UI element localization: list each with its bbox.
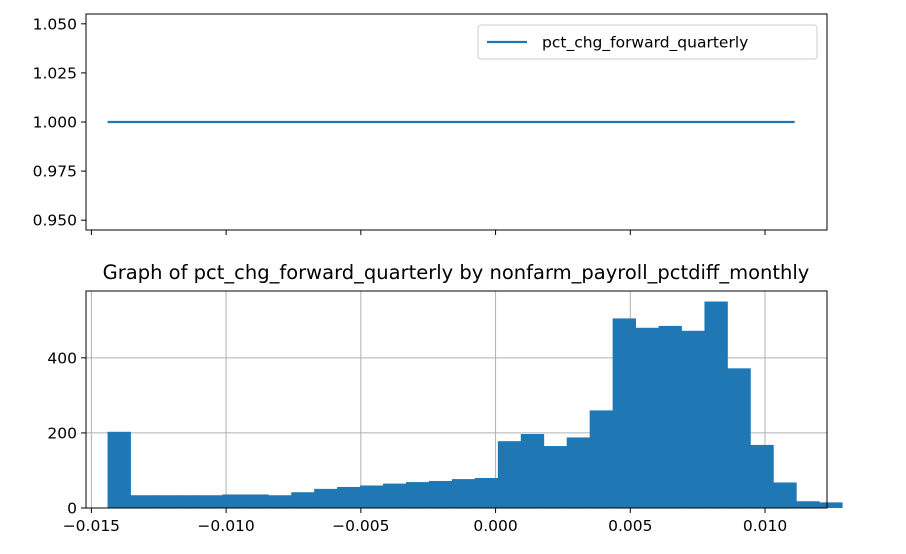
bottom-y-tick-label: 400 (47, 349, 77, 367)
histogram-bar (681, 330, 705, 508)
legend: pct_chg_forward_quarterly (477, 24, 818, 60)
bottom-plot-frame (85, 290, 828, 509)
bottom-x-tick-label: 0.005 (608, 517, 652, 535)
histogram-bar (130, 495, 154, 508)
bottom-y-tick-label: 0 (67, 500, 77, 518)
bottom-y-ticks: 0 200 400 (47, 349, 86, 518)
bottom-y-tick-label: 200 (47, 424, 77, 442)
histogram-bar (750, 444, 774, 508)
histogram-bar (566, 437, 591, 508)
histogram-bar (497, 441, 522, 508)
legend-entry-label: pct_chg_forward_quarterly (542, 34, 748, 53)
top-y-tick-label: 1.050 (33, 15, 77, 33)
legend-box (477, 24, 818, 60)
histogram-bar (658, 325, 682, 508)
bottom-x-tick-label: 0.000 (473, 517, 517, 535)
histogram-bar (314, 488, 338, 508)
chart-title: Graph of pct_chg_forward_quarterly by no… (103, 261, 810, 284)
histogram-bar (819, 502, 843, 508)
histogram-bar (360, 485, 384, 508)
bottom-x-tick-label: 0.010 (743, 517, 787, 535)
histogram-bar (406, 482, 430, 508)
histogram-bar (727, 368, 751, 508)
histogram-bar (383, 483, 407, 508)
histogram-bar (474, 477, 499, 508)
histogram-bar (704, 301, 728, 508)
top-x-ticks (90, 230, 766, 235)
bottom-x-tick-label: −0.015 (63, 517, 120, 535)
histogram-bar (222, 494, 246, 508)
histogram-bar (612, 318, 636, 508)
histogram-bar (337, 486, 361, 508)
histogram-bar (451, 479, 476, 508)
histogram-bar (635, 327, 659, 508)
bottom-x-ticks: −0.015 −0.010 −0.005 0.000 0.005 0.010 (63, 508, 787, 535)
histogram-bar (796, 501, 820, 508)
histogram-bar (589, 410, 614, 508)
histogram-bar (245, 494, 269, 508)
histogram-bar (291, 492, 315, 508)
top-plot-frame (85, 13, 828, 231)
histogram-bar (176, 495, 200, 508)
bottom-x-tick-label: −0.010 (197, 517, 254, 535)
histogram-bar (428, 480, 453, 508)
histogram-bar (543, 446, 568, 508)
histogram-bar (773, 482, 797, 508)
bottom-axes: Graph of pct_chg_forward_quarterly by no… (47, 261, 843, 535)
top-y-tick-label: 0.950 (33, 212, 77, 230)
histogram-bars (107, 301, 843, 508)
histogram-bar (199, 495, 223, 508)
histogram-bar (520, 434, 545, 508)
top-y-tick-label: 0.975 (33, 163, 77, 181)
histogram-bar (153, 495, 177, 508)
top-y-ticks: 0.950 0.975 1.000 1.025 1.050 (33, 15, 86, 230)
top-y-tick-label: 1.000 (33, 114, 77, 132)
bottom-x-tick-label: −0.005 (332, 517, 389, 535)
top-y-tick-label: 1.025 (33, 64, 77, 82)
histogram-bar (268, 495, 292, 508)
top-axes: 0.950 0.975 1.000 1.025 1.050 pct_chg_forwar… (33, 13, 828, 235)
histogram-bar (107, 431, 131, 508)
